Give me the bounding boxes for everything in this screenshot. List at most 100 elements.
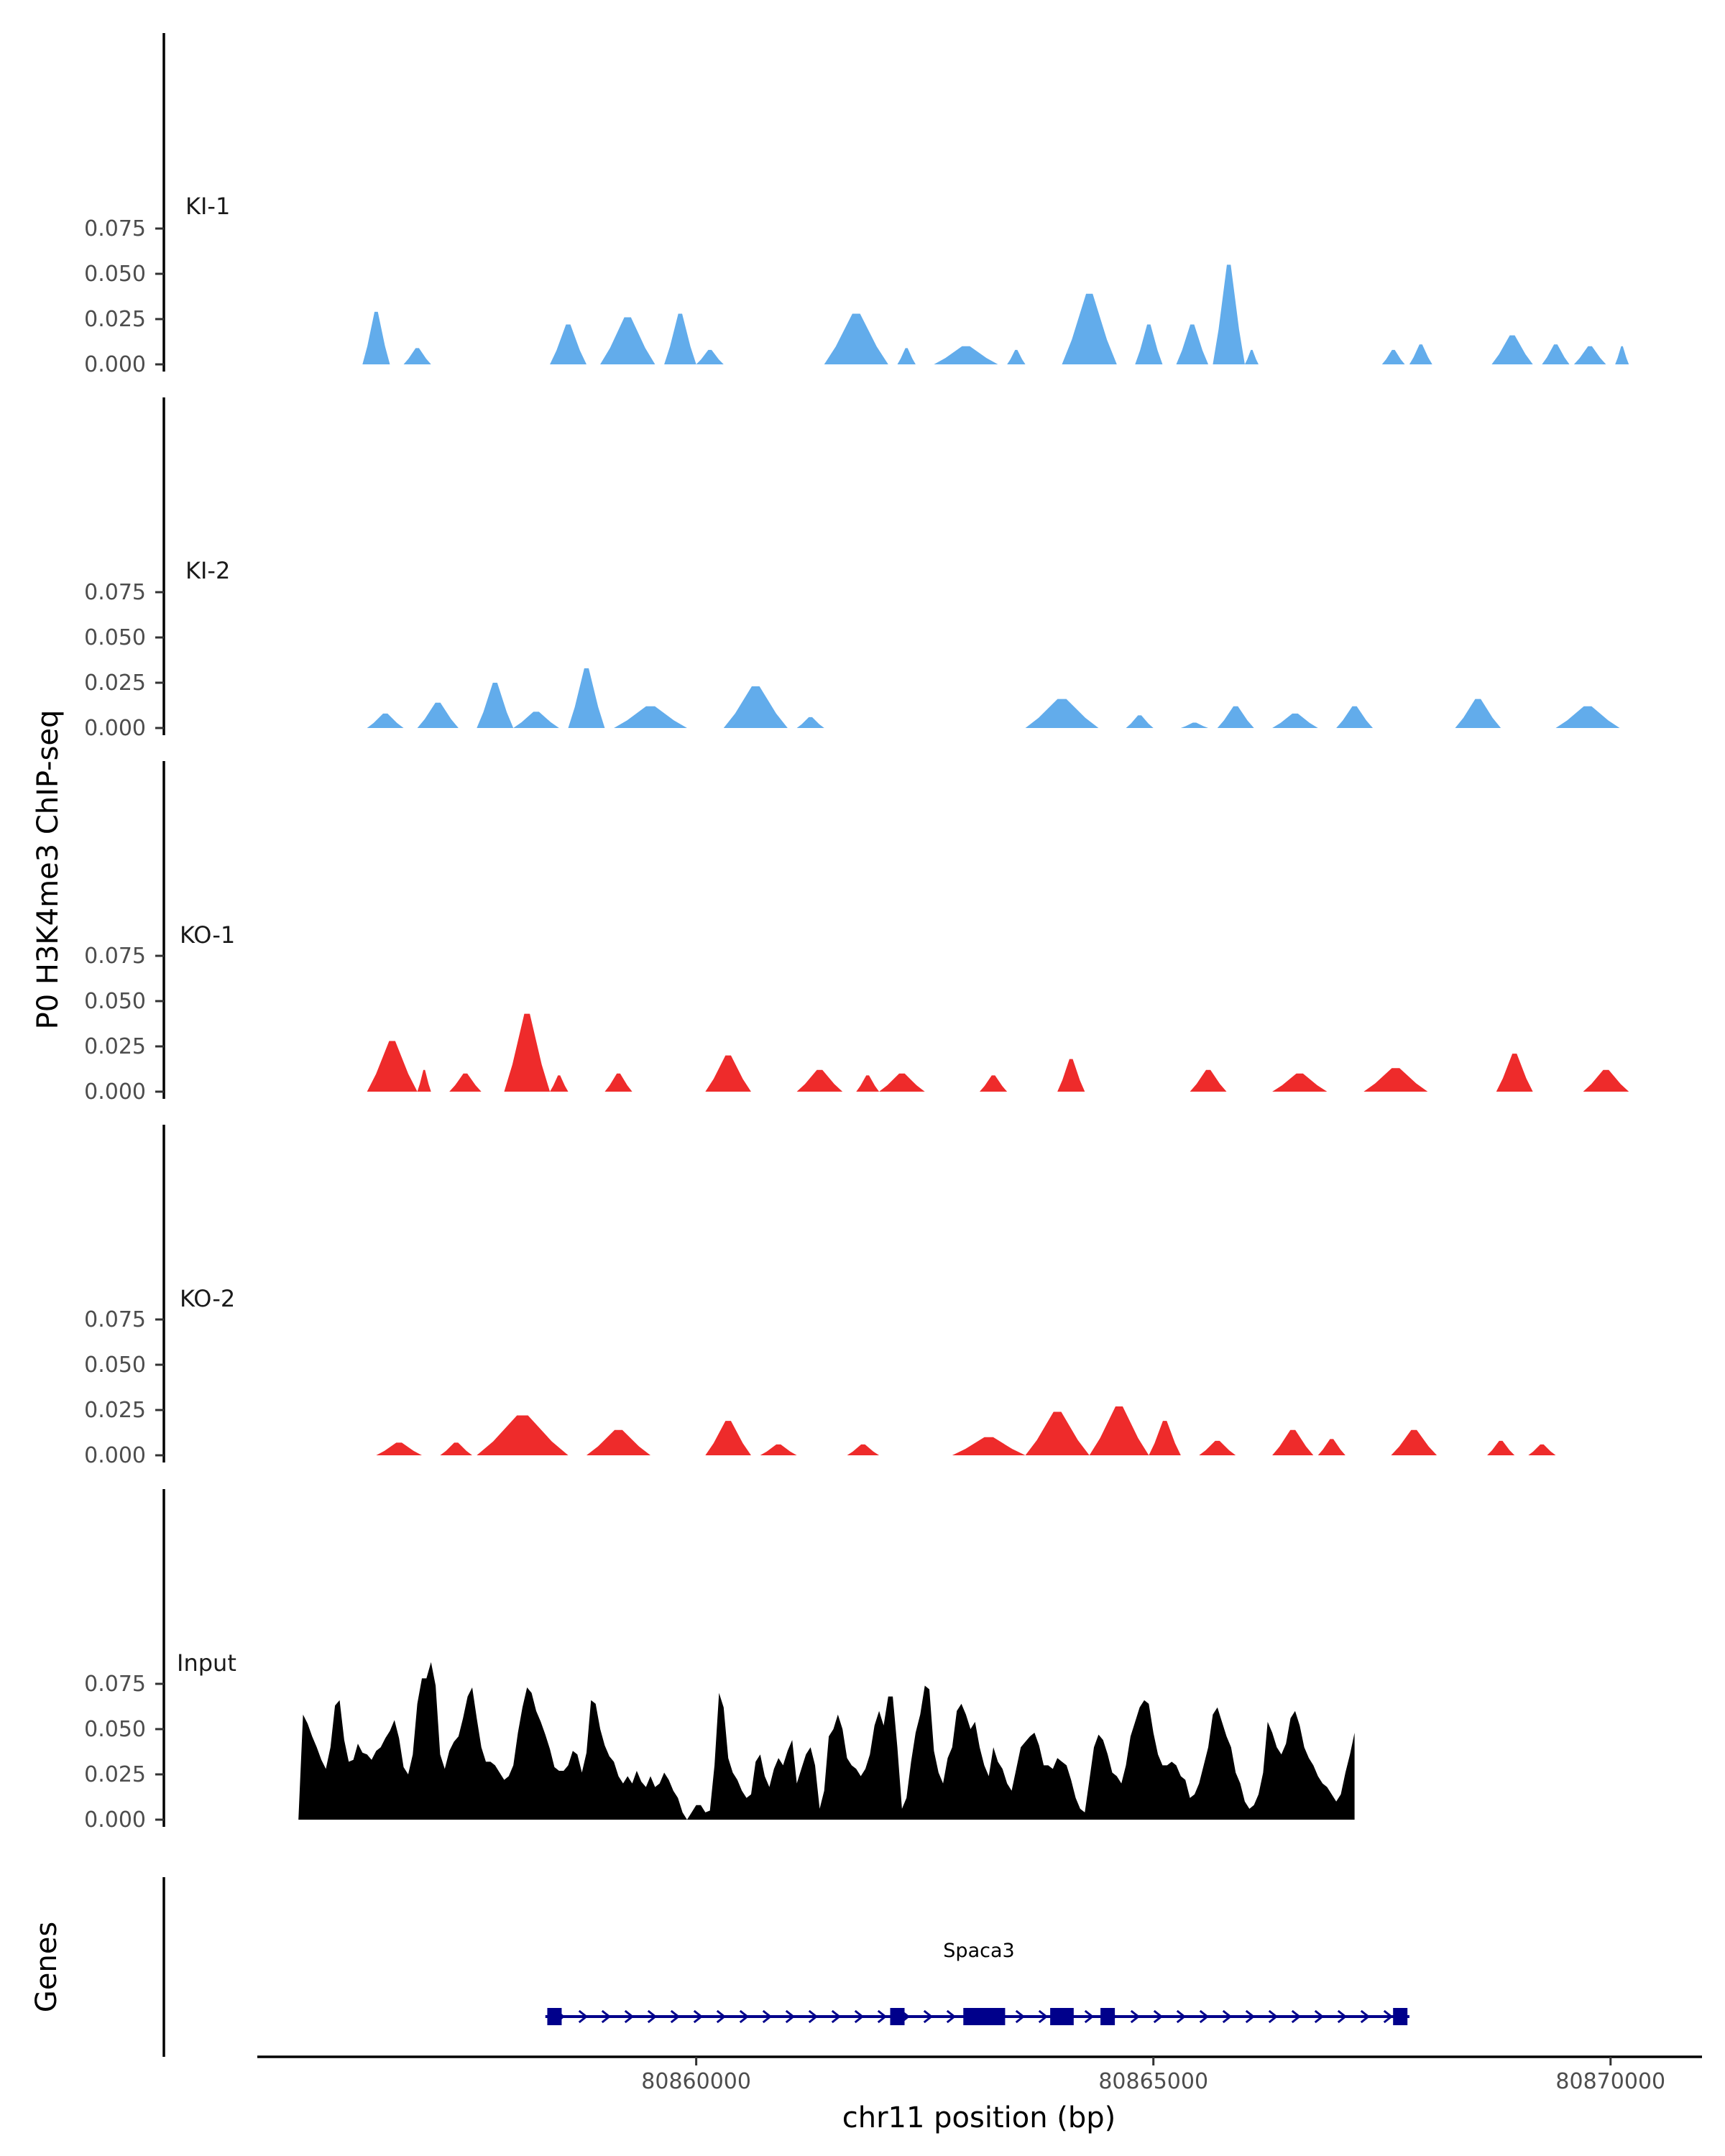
strand-arrow xyxy=(1222,2009,1233,2024)
strand-arrow xyxy=(624,2009,635,2024)
signal-ko-1 xyxy=(367,1013,1629,1092)
peak-ki-1 xyxy=(1409,344,1432,364)
track-label-input: Input xyxy=(177,1649,236,1677)
strand-arrow xyxy=(1314,2009,1325,2024)
exon xyxy=(547,2008,562,2025)
strand-arrow xyxy=(578,2009,589,2024)
track-label-ko-2: KO-2 xyxy=(180,1285,235,1312)
strand-arrow xyxy=(1153,2009,1164,2024)
y-tick-label-ko-1: 0.025 xyxy=(84,1034,146,1059)
peak-ko-1 xyxy=(1496,1054,1533,1092)
peak-ki-1 xyxy=(1244,349,1259,364)
y-axis-ki-1: 0.000 0.025 0.050 0.075 xyxy=(84,33,165,377)
peak-ko-1 xyxy=(604,1073,632,1092)
peak-ko-2 xyxy=(440,1442,472,1455)
peak-ki-1 xyxy=(1615,346,1629,364)
exon xyxy=(890,2008,905,2025)
peak-ki-2 xyxy=(1025,699,1099,728)
y-axis-input: 0.000 0.025 0.050 0.075 xyxy=(84,1489,165,1833)
y-axis-title: P0 H3K4me3 ChIP-seq xyxy=(32,710,65,1030)
strand-arrow xyxy=(1360,2009,1371,2024)
strand-arrow xyxy=(785,2009,796,2024)
peak-ki-1 xyxy=(1135,324,1163,364)
y-tick-label-ko-2: 0.025 xyxy=(84,1398,146,1423)
peak-ko-2 xyxy=(705,1421,751,1455)
peak-ko-1 xyxy=(504,1013,551,1092)
strand-arrow xyxy=(693,2009,704,2024)
peak-ko-2 xyxy=(586,1429,651,1455)
peak-ko-2 xyxy=(760,1444,797,1455)
peak-ki-2 xyxy=(1455,699,1501,728)
peak-ko-1 xyxy=(1190,1069,1227,1092)
peak-ki-2 xyxy=(1126,715,1154,728)
y-tick-label-input: 0.025 xyxy=(84,1762,146,1787)
peak-ki-1 xyxy=(1007,349,1026,364)
peak-ko-2 xyxy=(376,1442,422,1455)
exon xyxy=(1059,2008,1074,2025)
peak-ki-2 xyxy=(1336,706,1374,728)
peak-ki-1 xyxy=(600,317,656,364)
peak-ki-1 xyxy=(1213,264,1245,364)
x-axis-title: chr11 position (bp) xyxy=(842,2101,1116,2134)
peak-ki-2 xyxy=(477,683,514,728)
peak-ko-2 xyxy=(1317,1439,1346,1455)
peak-ki-2 xyxy=(1217,706,1254,728)
peak-ko-1 xyxy=(367,1041,418,1092)
strand-arrow xyxy=(1130,2009,1141,2024)
y-tick-label-ki-2: 0.075 xyxy=(84,580,146,605)
strand-arrow xyxy=(808,2009,819,2024)
peak-ki-2 xyxy=(367,713,404,728)
peak-ki-1 xyxy=(1573,346,1606,364)
peak-ko-1 xyxy=(550,1075,569,1092)
peak-ko-1 xyxy=(449,1073,482,1092)
signal-ki-1 xyxy=(362,264,1629,364)
peak-ko-2 xyxy=(1487,1440,1515,1455)
peak-ko-1 xyxy=(856,1075,880,1092)
y-tick-label-input: 0.075 xyxy=(84,1672,146,1697)
peak-ki-1 xyxy=(696,349,724,364)
peak-ki-2 xyxy=(513,711,559,728)
strand-arrow xyxy=(854,2009,865,2024)
y-tick-label-ki-1: 0.025 xyxy=(84,307,146,332)
track-label-ko-1: KO-1 xyxy=(180,921,235,949)
y-axis-ko-1: 0.000 0.025 0.050 0.075 xyxy=(84,761,165,1105)
peak-ki-1 xyxy=(1176,324,1209,364)
peak-ki-2 xyxy=(796,717,824,728)
strand-arrow xyxy=(1199,2009,1210,2024)
strand-arrow xyxy=(1268,2009,1279,2024)
peak-ki-1 xyxy=(1491,335,1533,364)
track-label-ki-1: KI-1 xyxy=(185,193,230,220)
y-tick-label-ki-1: 0.000 xyxy=(84,352,146,377)
strand-arrow xyxy=(1084,2009,1095,2024)
track-label-ki-2: KI-2 xyxy=(185,557,230,584)
strand-arrow xyxy=(647,2009,658,2024)
strand-arrow xyxy=(1291,2009,1302,2024)
signal-ko-2 xyxy=(376,1406,1556,1455)
peak-ki-1 xyxy=(824,313,888,364)
x-tick-label: 80865000 xyxy=(1098,2069,1208,2094)
track-ko-2: 0.000 0.025 0.050 0.075 KO-2 xyxy=(84,1125,1556,1468)
peak-ki-1 xyxy=(664,313,696,364)
peak-ko-1 xyxy=(1057,1059,1085,1092)
y-tick-label-ko-2: 0.000 xyxy=(84,1443,146,1468)
y-tick-label-ko-1: 0.075 xyxy=(84,944,146,969)
peak-ki-1 xyxy=(1381,349,1405,364)
peak-ki-1 xyxy=(1542,344,1570,364)
x-axis: 80860000 80865000 80870000 chr11 position … xyxy=(257,2055,1702,2134)
peak-ko-1 xyxy=(879,1073,925,1092)
exon xyxy=(1393,2008,1408,2025)
peak-ko-1 xyxy=(980,1075,1008,1092)
peak-ko-2 xyxy=(952,1437,1026,1455)
signal-ki-2 xyxy=(367,668,1620,728)
peak-ki-2 xyxy=(417,702,459,728)
exon xyxy=(990,2008,1006,2025)
peak-ko-2 xyxy=(1272,1429,1314,1455)
strand-arrow xyxy=(1383,2009,1394,2024)
peak-ki-2 xyxy=(614,706,687,728)
y-tick-label-ko-1: 0.000 xyxy=(84,1079,146,1105)
x-tick-label: 80870000 xyxy=(1555,2069,1665,2094)
peak-ko-2 xyxy=(1391,1429,1438,1455)
peak-ko-2 xyxy=(847,1444,880,1455)
x-axis-ticks: 80860000 80865000 80870000 xyxy=(641,2057,1665,2094)
strand-arrow xyxy=(601,2009,612,2024)
